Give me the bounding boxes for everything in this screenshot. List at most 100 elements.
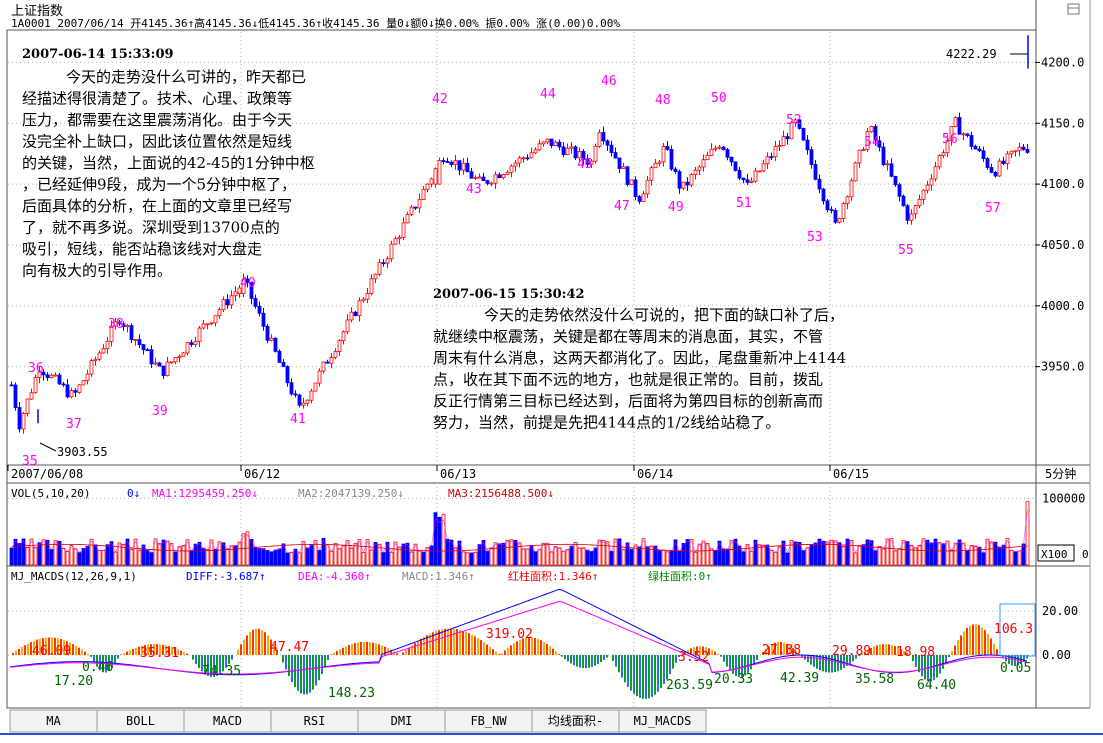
volume-bar [353, 542, 358, 566]
candle-body [213, 315, 218, 324]
candle-body [361, 298, 366, 302]
candle-body [357, 300, 362, 316]
candle-body [805, 139, 810, 151]
wave-label-44: 44 [540, 87, 556, 102]
macd-macd: MACD:1.346↑ [402, 570, 475, 583]
wave-label-39: 39 [152, 404, 168, 419]
candle-body [121, 323, 126, 328]
candle-body [501, 174, 506, 179]
candle-body [825, 200, 830, 211]
volume-bar [1017, 550, 1022, 566]
wave-label-51: 51 [736, 196, 752, 211]
candle-body [637, 196, 642, 202]
candle-body [1025, 149, 1030, 153]
volume-bar [629, 548, 634, 566]
candle-body [577, 151, 582, 159]
volume-bar [937, 542, 942, 566]
candle-body [425, 183, 430, 190]
volume-bar [349, 547, 354, 566]
candle-body [877, 140, 882, 148]
volume-bar [913, 547, 918, 566]
volume-bar [193, 543, 198, 566]
volume-bar [277, 548, 282, 566]
candle-body [797, 119, 802, 129]
note2-line: 今天的走势依然没什么可说的，把下面的缺口补了后， [484, 306, 844, 324]
candle-body [277, 350, 282, 363]
volume-bar [97, 550, 102, 566]
volume-bar [881, 548, 886, 566]
candle-body [21, 413, 26, 430]
candle-body [929, 178, 934, 186]
candle-body [733, 161, 738, 171]
candle-body [829, 209, 834, 212]
volume-bar [53, 540, 58, 566]
volume-bar [637, 546, 642, 566]
volume-bar [369, 549, 374, 566]
maximize-icon[interactable] [1067, 3, 1080, 15]
candle-body [673, 168, 678, 172]
candle-body [441, 160, 446, 162]
wave-label-46: 46 [601, 74, 617, 89]
candle-body [729, 156, 734, 163]
candle-body [105, 341, 110, 350]
candle-body [569, 146, 574, 149]
macd-green-area-label: 0.05 [1000, 661, 1031, 676]
candle-body [697, 166, 702, 171]
candle-body [793, 119, 798, 124]
tab-label: FB_NW [470, 714, 507, 728]
volume-bar [513, 539, 518, 566]
volume-bar [777, 546, 782, 566]
volume-bar [441, 513, 446, 566]
candle-body [865, 131, 870, 150]
candle-body [373, 273, 378, 280]
candle-body [405, 214, 410, 224]
note1-line: 了，就不再多说。深圳受到13700点的 [22, 219, 280, 237]
candle-body [709, 148, 714, 156]
candle-body [669, 149, 674, 170]
vol-ma3: MA3:2156488.500↓ [448, 487, 554, 500]
macd-red-area-label: 319.02 [486, 627, 533, 642]
note1-line: 的关键，当然，上面说的42-45的1分钟中枢 [22, 154, 315, 172]
volume-bar [989, 541, 994, 566]
candle-body [81, 380, 86, 386]
candle-body [57, 374, 62, 385]
wave-label-52: 52 [786, 113, 802, 128]
volume-bar [949, 549, 954, 566]
candle-body [313, 382, 318, 392]
candle-body [457, 160, 462, 171]
candle-body [321, 361, 326, 372]
candle-body [565, 147, 570, 156]
volume-bar [345, 540, 350, 566]
volume-bar [329, 550, 334, 566]
wave-label-40: 40 [240, 276, 256, 291]
macd-red-area-label: 27.88 [762, 643, 801, 658]
candle-body [693, 169, 698, 175]
macd-dea-line [9, 600, 1028, 675]
volume-bar [105, 544, 110, 566]
volume-bar [141, 544, 146, 566]
candle-body [201, 323, 206, 329]
volume-bar [885, 538, 890, 566]
candle-body [801, 127, 806, 141]
candle-body [197, 327, 202, 342]
candle-body [25, 398, 30, 414]
volume-bar [841, 546, 846, 566]
candle-body [301, 402, 306, 406]
volume-bar [785, 552, 790, 566]
candle-body [661, 146, 666, 163]
macd-red-area-label: 35.31 [140, 646, 179, 661]
candle-body [221, 299, 226, 311]
note1-line: 压力，都需要在这里震荡消化。由于今天 [22, 111, 292, 129]
volume-bar [113, 551, 118, 566]
tab-mj-macds[interactable] [618, 709, 707, 733]
volume-bar [661, 549, 666, 566]
candle-body [561, 146, 566, 156]
candle-body [49, 374, 54, 378]
candle-body [229, 295, 234, 306]
candle-body [985, 158, 990, 168]
macd-red-area-label: 18.98 [896, 645, 935, 660]
volume-bar [381, 552, 386, 566]
candle-body [645, 179, 650, 195]
